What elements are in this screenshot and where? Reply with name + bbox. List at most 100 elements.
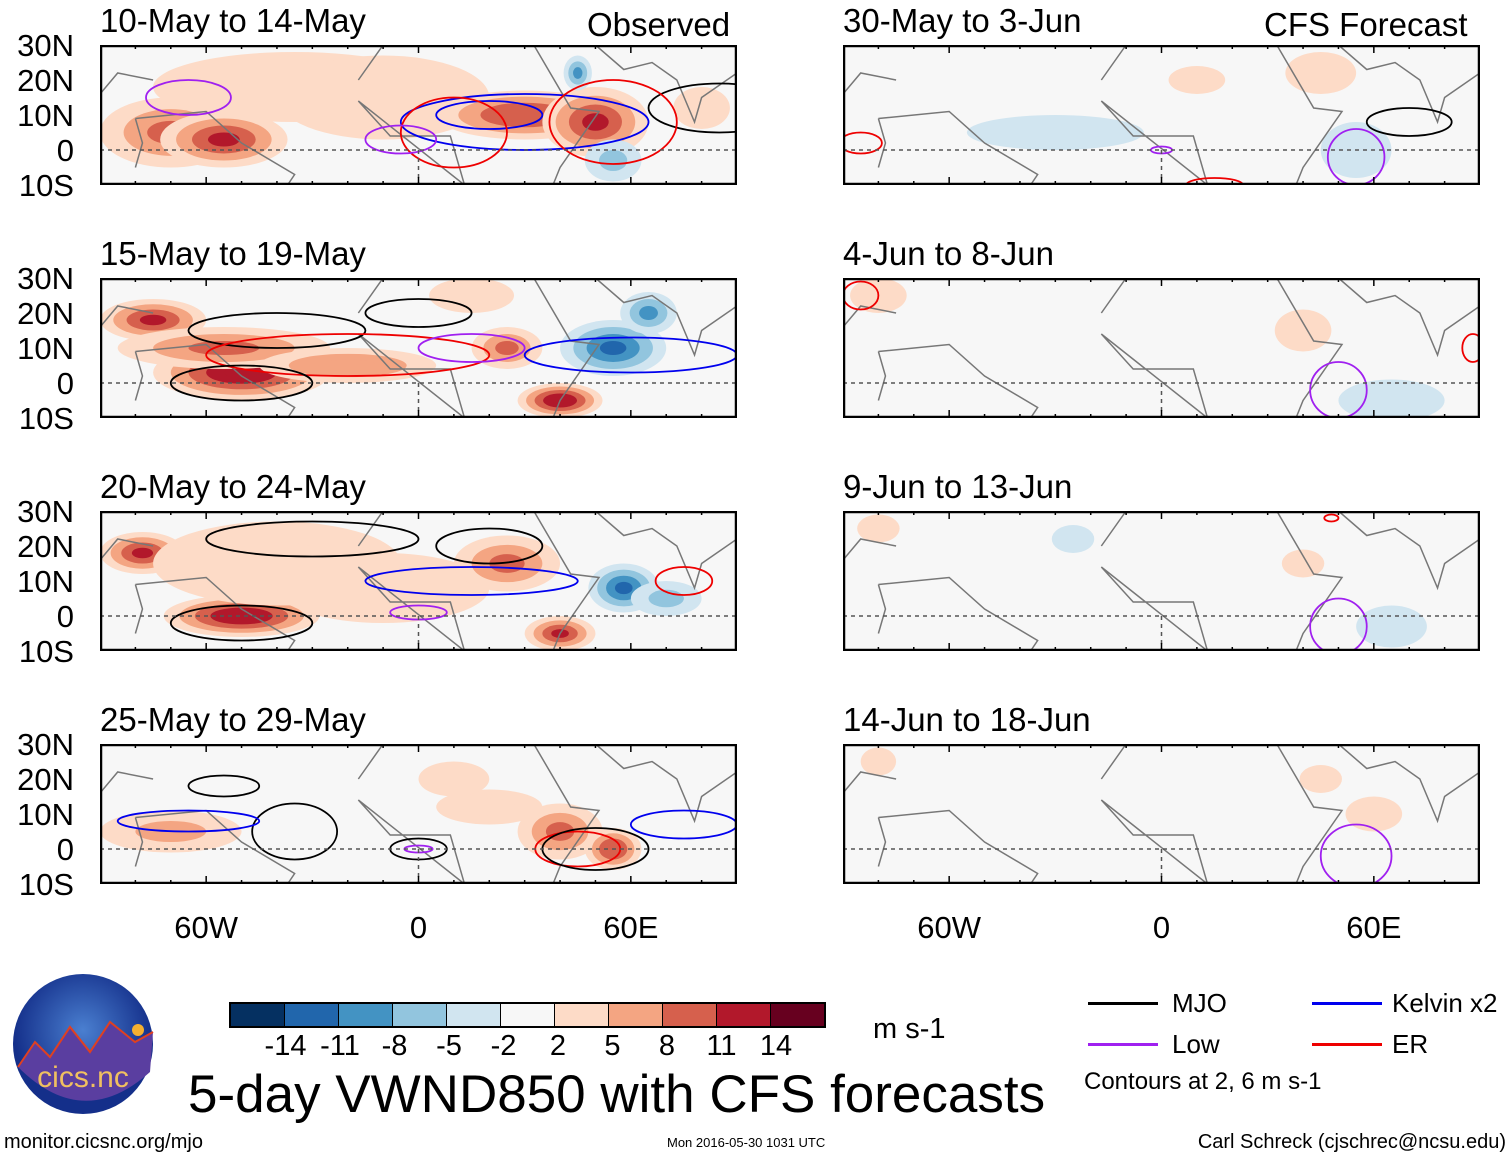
legend-er: ER: [1392, 1029, 1429, 1059]
contour-mjo: [169, 604, 314, 642]
units-label: m s-1: [873, 1013, 946, 1045]
lat-tick-label: 10S: [18, 401, 74, 436]
wind-anomaly: [418, 761, 490, 797]
wind-anomaly: [639, 306, 658, 320]
credit: Carl Schreck (cjschrec@ncsu.edu): [1197, 1131, 1506, 1153]
colorbar-swatch: [555, 1004, 609, 1026]
lat-tick-label: 10N: [17, 797, 74, 832]
coastline-asia: [1337, 45, 1480, 125]
colorbar-swatch: [447, 1004, 501, 1026]
map-panel: [100, 278, 737, 418]
colorbar-tick-label: 14: [759, 1030, 793, 1062]
wind-anomaly: [131, 547, 154, 559]
lon-tick-label: 0: [409, 910, 428, 945]
wind-anomaly: [1303, 62, 1339, 84]
panel-title: 4-Jun to 8-Jun: [843, 235, 1054, 272]
wind-anomaly: [860, 747, 897, 776]
lat-tick-label: 10S: [18, 867, 74, 902]
wind-anomaly: [450, 286, 493, 305]
contour-low: [1309, 361, 1368, 418]
contour-low: [364, 124, 438, 155]
contour-mjo: [647, 82, 737, 134]
contour-low: [1326, 128, 1386, 185]
colorbar-tick-label: 5: [604, 1030, 621, 1062]
contour-er: [843, 280, 880, 311]
panel-title: 25-May to 29-May: [100, 701, 366, 738]
contour-er: [548, 79, 678, 165]
panel-title: 9-Jun to 13-Jun: [843, 468, 1073, 505]
contour-mjo: [169, 364, 314, 402]
lat-tick-label: 10N: [17, 564, 74, 599]
lat-tick-label: 30N: [17, 494, 74, 529]
wind-anomaly: [598, 150, 628, 171]
coastline-africa: [1100, 45, 1344, 185]
observed-label: Observed: [587, 6, 731, 43]
wind-anomaly: [495, 341, 519, 355]
wind-anomaly: [1274, 309, 1332, 352]
colorbar-tick-label: -5: [436, 1030, 462, 1062]
lon-tick-label: 60W: [917, 910, 982, 945]
contour-er: [654, 566, 714, 596]
contour-low: [417, 333, 526, 363]
colorbar-tick-label: 2: [549, 1030, 567, 1062]
coastline-asia: [594, 744, 737, 824]
contour-mjo: [364, 298, 473, 328]
lat-tick-label: 30N: [17, 727, 74, 762]
wind-anomaly: [573, 67, 583, 79]
map-panel: [100, 45, 737, 185]
contour-mjo: [205, 520, 420, 558]
contour-er: [399, 96, 508, 169]
coastline-asia: [594, 45, 737, 125]
wind-anomaly: [139, 314, 167, 326]
lat-tick-label: 20N: [17, 529, 74, 564]
panel-title: 10-May to 14-May: [100, 2, 366, 39]
contour-mjo: [435, 527, 544, 565]
contour-mjo: [187, 312, 367, 349]
contour-er: [843, 131, 883, 155]
map-panel: [843, 278, 1480, 418]
wind-anomaly: [502, 108, 547, 122]
coastline-africa: [357, 45, 601, 185]
lat-tick-label: 20N: [17, 296, 74, 331]
colorbar-swatch: [501, 1004, 555, 1026]
lon-tick-label: 60E: [1346, 910, 1402, 945]
panel-title: 15-May to 19-May: [100, 235, 366, 272]
wind-anomaly: [973, 80, 1031, 115]
contour-low: [1309, 597, 1368, 651]
wind-anomaly: [1338, 379, 1445, 418]
legend-line-low: [1088, 1043, 1158, 1046]
panel-title: 20-May to 24-May: [100, 468, 366, 505]
lat-tick-label: 0: [56, 832, 74, 867]
source-url[interactable]: monitor.cicsnc.org/mjo: [4, 1131, 203, 1153]
lat-tick-label: 30N: [17, 28, 74, 63]
coastline-asia: [594, 511, 737, 591]
legend-mjo: MJO: [1172, 988, 1227, 1018]
coastline-americas: [100, 771, 296, 884]
coastline-africa: [1100, 744, 1344, 884]
lat-tick-label: 10S: [18, 168, 74, 203]
lat-tick-label: 0: [56, 133, 74, 168]
coastline-africa: [1100, 278, 1344, 418]
contour-er: [1461, 333, 1480, 363]
lat-tick-label: 10N: [17, 98, 74, 133]
wind-anomaly: [1168, 66, 1226, 94]
colorbar: [229, 1002, 826, 1028]
contour-kelvin: [364, 566, 579, 596]
legend-line-er: [1312, 1043, 1382, 1046]
coastline-africa: [357, 511, 601, 651]
wind-anomaly: [462, 798, 516, 816]
lat-tick-label: 0: [56, 366, 74, 401]
timestamp: Mon 2016-05-30 1031 UTC: [667, 1135, 826, 1150]
svg-text:cics.nc: cics.nc: [37, 1061, 129, 1094]
lat-tick-label: 30N: [17, 261, 74, 296]
wind-anomaly: [984, 348, 1056, 383]
contour-kelvin: [629, 809, 737, 840]
lat-tick-label: 20N: [17, 762, 74, 797]
wind-anomaly: [599, 341, 627, 355]
lat-tick-label: 0: [56, 599, 74, 634]
colorbar-tick-label: -8: [381, 1030, 408, 1062]
lon-tick-label: 60W: [174, 910, 239, 945]
map-panel: [843, 511, 1480, 651]
wind-anomaly: [1345, 796, 1403, 832]
